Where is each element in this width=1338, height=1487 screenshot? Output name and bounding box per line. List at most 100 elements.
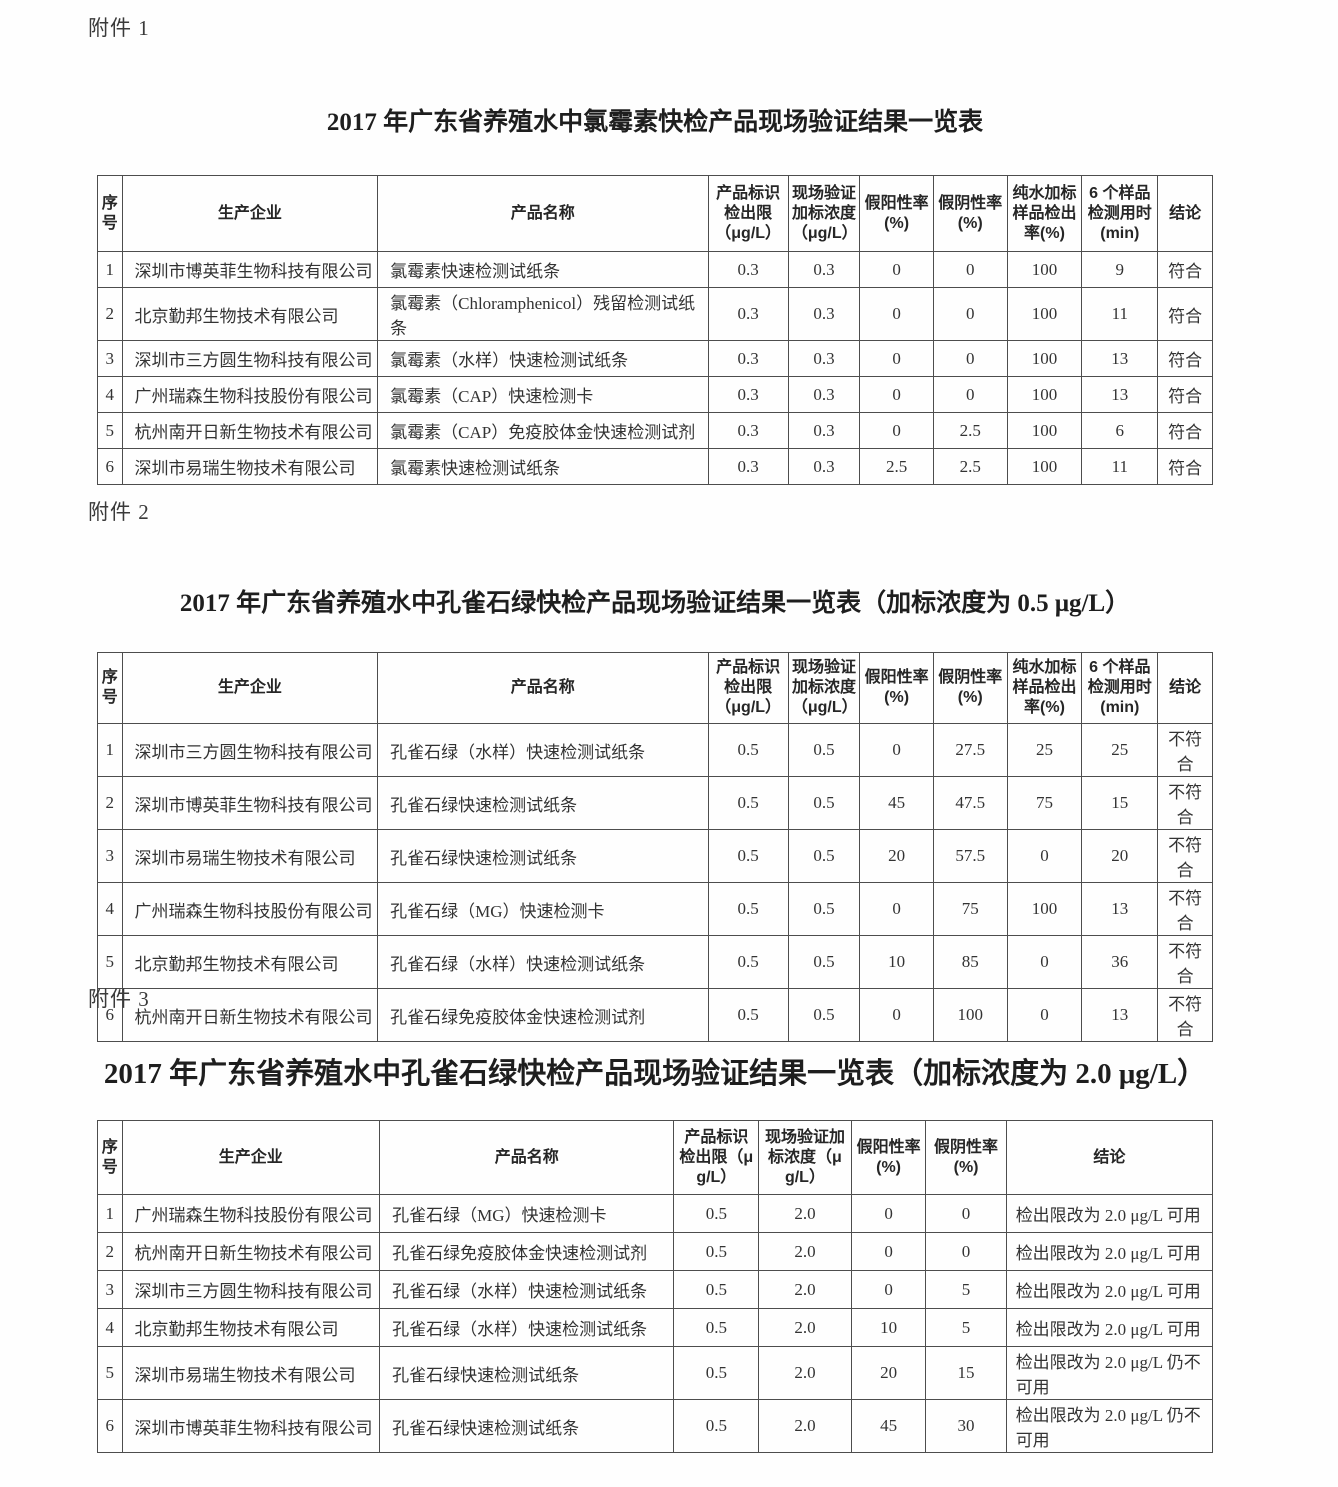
table-cell: 6 [97,448,123,485]
table-cell: 0.3 [707,412,789,449]
column-header: 假阴性率(%) [925,1120,1007,1195]
table-row: 4 北京勤邦生物技术有限公司 孔雀石绿（水样）快速检测试纸条 0.5 2.0 10 5 检出限… [97,1308,1214,1347]
table-cell: 广州瑞森生物科技股份有限公司 [121,882,379,936]
column-header: 假阳性率(%) [859,175,934,252]
attachment-3-title: 2017 年广东省养殖水中孔雀石绿快检产品现场验证结果一览表（加标浓度为 2.0… [103,1058,1207,1090]
column-header: 产品名称 [379,1120,675,1195]
table-cell: 9 [1081,251,1159,288]
table-cell: 0 [859,340,934,377]
table-cell: 13 [1081,340,1159,377]
table-cell: 6 [97,1399,123,1453]
table-cell: 0.3 [787,287,861,341]
table-cell: 100 [1006,340,1083,377]
column-header: 产品标识检出限（μ g/L） [673,1120,760,1195]
table-cell: 0.5 [787,829,861,883]
table-cell: 75 [932,882,1008,936]
table-cell: 杭州南开日新生物技术有限公司 [121,412,379,449]
column-header: 序号 [97,1120,123,1195]
table-cell: 孔雀石绿（水样）快速检测试纸条 [379,1308,675,1347]
table-cell: 氯霉素快速检测试纸条 [377,251,709,288]
table-cell: 11 [1081,448,1159,485]
table-cell: 2.5 [932,448,1008,485]
table-cell: 0.3 [787,448,861,485]
table-cell: 0 [850,1232,927,1271]
table-cell: 2 [97,776,123,830]
table-cell: 广州瑞森生物科技股份有限公司 [121,1194,381,1233]
table-row: 6 深圳市易瑞生物技术有限公司 氯霉素快速检测试纸条 0.3 0.3 2.5 2.5 100 1… [97,448,1213,485]
table-cell: 符合 [1157,287,1213,341]
table-cell: 深圳市博英菲生物科技有限公司 [121,251,379,288]
table-cell: 20 [1081,829,1159,883]
table-cell: 0 [932,340,1008,377]
table-cell: 0.5 [787,723,861,777]
attachment-1-label: 附件 1 [88,16,150,40]
table-cell: 孔雀石绿快速检测试纸条 [377,776,709,830]
table-cell: 100 [1006,251,1083,288]
table-cell: 氯霉素（Chloramphenicol）残留检测试纸条 [377,287,709,341]
table-cell: 0.3 [787,412,861,449]
table-cell: 1 [97,723,123,777]
column-header: 现场验证加标浓度（μg/L） [758,1120,852,1195]
column-header: 纯水加标样品检出率(%) [1006,652,1083,724]
table-cell: 25 [1006,723,1083,777]
table-cell: 5 [97,412,123,449]
table-row: 4 广州瑞森生物科技股份有限公司 氯霉素（CAP）快速检测卡 0.3 0.3 0 0 100 1… [97,376,1213,413]
table-cell: 45 [850,1399,927,1453]
table-cell: 检出限改为 2.0 μg/L 可用 [1005,1232,1214,1271]
table-cell: 孔雀石绿（水样）快速检测试纸条 [377,723,709,777]
table-cell: 北京勤邦生物技术有限公司 [121,1308,381,1347]
table-cell: 2 [97,1232,123,1271]
column-header: 6 个样品检测用时(min) [1081,175,1159,252]
column-header: 产品标识检出限（μg/L） [707,175,789,252]
table-cell: 5 [97,935,123,989]
table-cell: 不符合 [1157,935,1213,989]
table-cell: 0.3 [787,376,861,413]
table-cell: 孔雀石绿快速检测试纸条 [379,1399,675,1453]
table-cell: 2.0 [758,1308,852,1347]
table-cell: 10 [859,935,934,989]
column-header: 产品名称 [377,652,709,724]
table-cell: 2.0 [758,1270,852,1309]
table-cell: 100 [1006,376,1083,413]
table-cell: 0.5 [673,1232,760,1271]
table-cell: 2.0 [758,1346,852,1400]
table-cell: 0.5 [707,988,789,1042]
table-cell: 5 [97,1346,123,1400]
table-cell: 4 [97,376,123,413]
table-cell: 孔雀石绿免疫胶体金快速检测试剂 [377,988,709,1042]
table-cell: 0 [859,287,934,341]
table-cell: 符合 [1157,376,1213,413]
table-cell: 1 [97,1194,123,1233]
table-cell: 0.3 [707,287,789,341]
table-cell: 深圳市三方圆生物科技有限公司 [121,723,379,777]
table-cell: 20 [859,829,934,883]
table-cell: 深圳市易瑞生物技术有限公司 [121,1346,381,1400]
table-row: 1 广州瑞森生物科技股份有限公司 孔雀石绿（MG）快速检测卡 0.5 2.0 0 0 检出限改… [97,1194,1214,1233]
table-cell: 0.5 [673,1346,760,1400]
column-header: 序号 [97,652,123,724]
header-row: 序号 生产企业 产品名称 产品标识检出限（μg/L） 现场验证加标浓度（μg/L） 假阳性… [97,175,1213,252]
column-header: 假阳性率(%) [859,652,934,724]
table-row: 3 深圳市三方圆生物科技有限公司 氯霉素（水样）快速检测试纸条 0.3 0.3 0 0 100… [97,340,1213,377]
table-cell: 氯霉素（CAP）快速检测卡 [377,376,709,413]
table-cell: 0 [850,1270,927,1309]
table-cell: 0.5 [707,723,789,777]
table-cell: 0.3 [787,251,861,288]
table-cell: 深圳市三方圆生物科技有限公司 [121,340,379,377]
column-header: 假阴性率(%) [932,652,1008,724]
table-cell: 10 [850,1308,927,1347]
table-cell: 6 [97,988,123,1042]
table-cell: 5 [925,1270,1007,1309]
column-header: 现场验证加标浓度（μg/L） [787,175,861,252]
table-cell: 0.5 [707,829,789,883]
table-cell: 0 [859,723,934,777]
attachment-2-table: 序号 生产企业 产品名称 产品标识检出限（μg/L） 现场验证加标浓度（μg/L） 假阳性… [97,652,1213,1042]
table-cell: 100 [1006,448,1083,485]
table-cell: 0.3 [707,376,789,413]
table-cell: 25 [1081,723,1159,777]
column-header: 假阳性率(%) [850,1120,927,1195]
table-cell: 深圳市博英菲生物科技有限公司 [121,776,379,830]
table-cell: 孔雀石绿（水样）快速检测试纸条 [379,1270,675,1309]
table-row: 1 深圳市三方圆生物科技有限公司 孔雀石绿（水样）快速检测试纸条 0.5 0.5 0 27.… [97,723,1213,777]
table-cell: 3 [97,340,123,377]
